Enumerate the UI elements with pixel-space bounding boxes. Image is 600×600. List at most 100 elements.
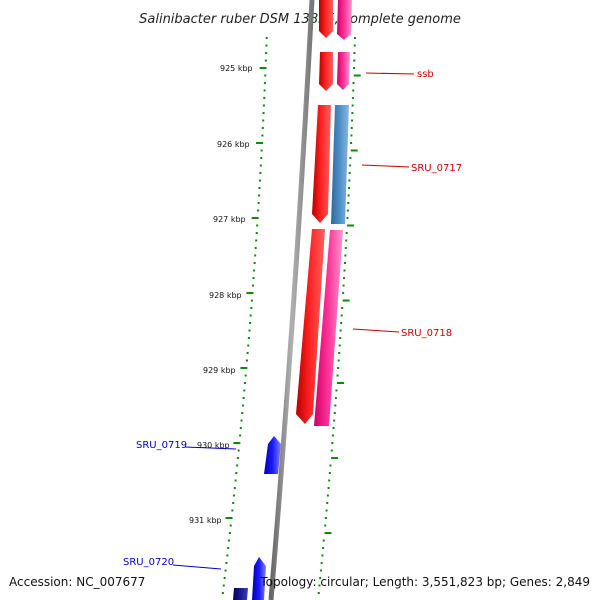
- gene-arrow-upstream-red[interactable]: [319, 0, 333, 38]
- ruler-dot: [247, 337, 250, 339]
- gene-label-SRU_0719[interactable]: SRU_0719: [136, 440, 187, 451]
- gene-arrow-SRU_0718[interactable]: [296, 229, 325, 424]
- ruler-dot: [353, 37, 356, 39]
- ruler-dot: [263, 82, 266, 84]
- ruler-dot: [328, 472, 331, 474]
- ruler-dot: [319, 577, 322, 579]
- ruler-dot: [343, 262, 346, 264]
- ruler-dot: [338, 352, 341, 354]
- ruler-dot: [338, 344, 341, 347]
- ruler-dot: [260, 149, 263, 152]
- ruler-dot: [254, 254, 257, 257]
- gene-arrow-SRU_0717[interactable]: [312, 105, 331, 223]
- ruler-major-tick: [350, 149, 358, 152]
- ruler-dot: [261, 127, 264, 129]
- ruler-dot: [264, 59, 267, 62]
- ruler-dot: [325, 509, 328, 512]
- ruler-track: [221, 37, 268, 594]
- ruler-dot: [254, 247, 257, 249]
- ruler-dot: [250, 299, 253, 302]
- ruler-dot: [258, 187, 261, 189]
- ruler-dot: [223, 577, 226, 579]
- gene-arrow-steel[interactable]: [331, 105, 349, 224]
- ruler-major-tick: [324, 532, 332, 534]
- ruler-dot: [249, 314, 252, 317]
- ruler-dot: [242, 397, 245, 399]
- ruler-dot: [251, 284, 254, 287]
- ruler-dot: [351, 119, 354, 122]
- ruler-dot: [352, 67, 355, 69]
- ruler-dot: [228, 539, 231, 542]
- ruler-dot: [258, 194, 261, 197]
- ruler-dot: [319, 569, 322, 572]
- ruler-dot: [264, 74, 267, 77]
- ruler-major-tick: [246, 292, 254, 294]
- ruler-dot: [253, 262, 256, 264]
- kbp-label: 930 kbp: [197, 441, 230, 450]
- ruler-dot: [229, 524, 232, 527]
- leader-line-SRU_0720: [172, 564, 222, 570]
- ruler-major-tick: [337, 382, 345, 384]
- ruler-dot: [255, 232, 258, 234]
- genome-backbone: [268, 0, 315, 600]
- gene-arrow-upstream-pink[interactable]: [337, 0, 352, 40]
- ruler-dot: [340, 314, 343, 317]
- gene-arrow-SRU_0720[interactable]: [252, 557, 266, 600]
- ruler-major-tick: [353, 74, 361, 77]
- ruler-dot: [263, 97, 266, 99]
- ruler-dot: [261, 134, 264, 137]
- ruler-dot: [351, 97, 354, 99]
- ruler-dot: [262, 112, 265, 114]
- ruler-dot: [348, 179, 351, 182]
- kbp-label: 927 kbp: [213, 215, 246, 224]
- kbp-label: 929 kbp: [203, 366, 236, 375]
- ruler-dot: [345, 239, 348, 242]
- ruler-dot: [255, 239, 258, 242]
- topology-text: Topology: circular; Length: 3,551,823 bp…: [259, 575, 590, 589]
- gene-arrow-SRU_0719[interactable]: [264, 436, 281, 474]
- gene-label-SRU_0720[interactable]: SRU_0720: [123, 557, 174, 568]
- ruler-dot: [324, 517, 327, 519]
- ruler-dot: [344, 254, 347, 257]
- ruler-dot: [347, 202, 350, 204]
- leader-line-SRU_0717: [361, 164, 410, 168]
- ruler-dot: [222, 584, 225, 587]
- ruler-dot: [258, 179, 261, 182]
- ruler-dot: [260, 157, 263, 159]
- ruler-dot: [227, 547, 230, 549]
- ruler-major-tick: [233, 442, 241, 444]
- gene-arrow-SRU_0718-pink[interactable]: [314, 230, 343, 426]
- ruler-dot: [330, 449, 333, 452]
- ruler-dot: [259, 164, 262, 167]
- ruler-dot: [328, 479, 331, 482]
- ruler-dot: [329, 464, 332, 467]
- gene-labels: ssb SRU_0717 SRU_0718 SRU_0719 SRU_0720: [123, 69, 462, 570]
- ruler-dot: [346, 217, 349, 219]
- ruler-dot: [327, 487, 330, 489]
- ruler-dot: [339, 337, 342, 339]
- ruler-dot: [232, 502, 235, 504]
- ruler-dot: [343, 269, 346, 272]
- ruler-dot: [336, 374, 339, 377]
- leader-line-SRU_0718: [352, 328, 400, 333]
- gene-arrow-ssb-pink[interactable]: [337, 52, 350, 90]
- gene-arrow-ssb[interactable]: [319, 52, 333, 91]
- ruler-dot: [235, 472, 238, 474]
- ruler-dot: [326, 494, 329, 497]
- ruler-dot: [244, 374, 247, 377]
- kbp-label: 925 kbp: [220, 64, 253, 73]
- ruler-dot: [262, 119, 265, 122]
- gene-arrow-navy[interactable]: [233, 588, 248, 600]
- ruler-dot: [224, 569, 227, 572]
- leader-line-SRU_0719: [184, 446, 237, 450]
- ruler-dot: [353, 52, 356, 54]
- ruler-dot: [326, 502, 329, 504]
- ruler-dot: [317, 592, 320, 594]
- ruler-dot: [253, 269, 256, 272]
- ruler-major-tick: [225, 517, 233, 519]
- ruler-dot: [239, 434, 242, 437]
- gene-label-SRU_0718[interactable]: SRU_0718: [401, 328, 452, 339]
- gene-label-SRU_0717[interactable]: SRU_0717: [411, 163, 462, 174]
- gene-label-ssb[interactable]: ssb: [417, 69, 434, 80]
